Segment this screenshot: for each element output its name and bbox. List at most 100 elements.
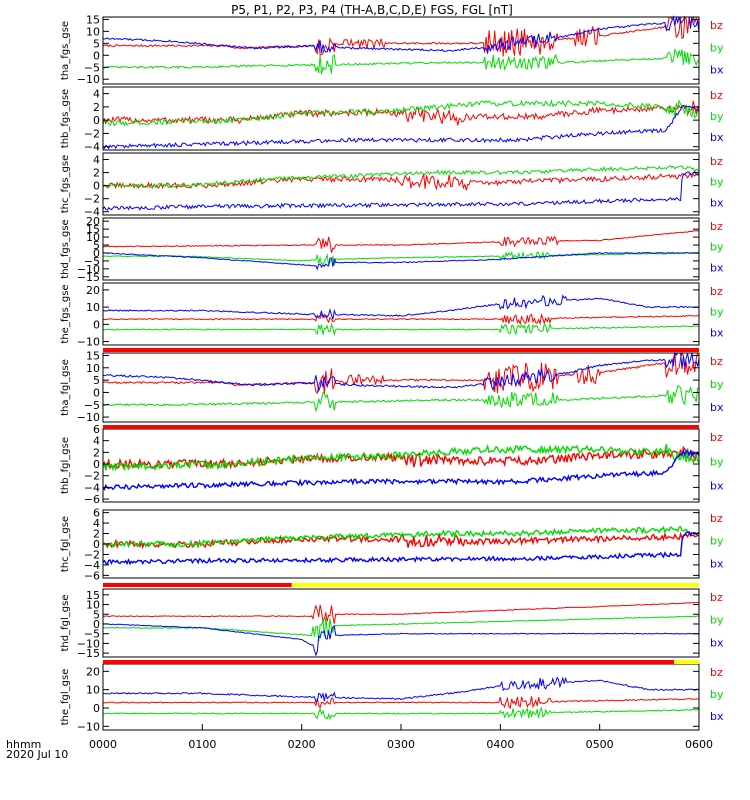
mode-bar <box>103 348 699 352</box>
y-tick-label: −5 <box>84 399 100 412</box>
x-axis-date: 2020 Jul 10 <box>6 748 68 761</box>
y-axis-label: the_fgl_gse <box>60 669 71 726</box>
y-tick-label: 5 <box>93 37 100 50</box>
legend-by: by <box>710 378 724 391</box>
series-bz-line <box>102 15 700 57</box>
x-axis: 0000 0100 0200 0300 0400 0500 0600 <box>89 724 713 751</box>
y-tick-label: −6 <box>84 569 100 582</box>
legend-by: by <box>710 41 724 54</box>
x-tick-label: 0300 <box>387 738 415 751</box>
series-by-line <box>102 47 700 75</box>
legend-bz: bz <box>710 285 723 298</box>
y-tick-label: 0 <box>93 318 100 331</box>
y-tick-label: 0 <box>93 702 100 715</box>
y-tick-label: 4 <box>93 154 100 167</box>
mode-bar-segment-yellow <box>674 660 699 664</box>
panel-frame <box>102 217 700 281</box>
series-bz-line <box>102 312 700 326</box>
y-tick-label: −2 <box>84 127 100 140</box>
panel-frame <box>102 428 700 503</box>
x-tick-label: 0600 <box>685 738 713 751</box>
y-tick-label: −4 <box>84 481 100 494</box>
y-tick-label: 10 <box>86 599 100 612</box>
mode-bar <box>103 660 699 664</box>
panel-frame <box>102 588 700 658</box>
mode-bar-segment-yellow <box>291 583 699 587</box>
legend-bx: bx <box>710 480 724 493</box>
y-tick-label: 0 <box>93 180 100 193</box>
mode-bar <box>103 425 699 429</box>
y-axis-label: tha_fgs_gse <box>60 21 71 80</box>
y-tick-label: −10 <box>77 637 100 650</box>
y-tick-label: 6 <box>93 507 100 520</box>
mode-bar-segment-red <box>103 425 699 429</box>
y-tick-label: −2 <box>84 470 100 483</box>
y-tick-label: 0 <box>93 618 100 631</box>
legend-bz: bz <box>710 19 723 32</box>
series-by-line <box>102 165 700 189</box>
legend-bx: bx <box>710 131 724 144</box>
panel-frame <box>102 16 700 85</box>
series-by-line <box>102 443 700 472</box>
legend-bx: bx <box>710 557 724 570</box>
legend-by: by <box>710 614 724 627</box>
y-tick-label: 4 <box>93 88 100 101</box>
legend-bz: bz <box>710 155 723 168</box>
mode-bar-segment-red <box>103 583 292 587</box>
series-bz-line <box>102 172 700 191</box>
series-bz-line <box>102 445 700 471</box>
x-tick-label: 0000 <box>89 738 117 751</box>
legend-bz: bz <box>710 220 723 233</box>
y-tick-label: −15 <box>77 271 100 284</box>
y-tick-label: 15 <box>86 223 100 236</box>
y-axis-label: thb_fgl_gse <box>60 437 71 494</box>
y-tick-label: 15 <box>86 13 100 26</box>
x-tick-label: 0400 <box>486 738 514 751</box>
y-tick-label: 0 <box>93 458 100 471</box>
legend-bx: bx <box>710 636 724 649</box>
series-bz-line <box>102 696 700 710</box>
y-tick-label: −10 <box>77 411 100 424</box>
series-bx-line <box>103 623 700 657</box>
legend-by: by <box>710 110 724 123</box>
x-tick-label: 0200 <box>288 738 316 751</box>
legend-by: by <box>710 455 724 468</box>
legend-by: by <box>710 306 724 319</box>
legend-bx: bx <box>710 261 724 274</box>
legend-bz: bz <box>710 512 723 525</box>
series-by-line <box>102 706 700 721</box>
y-tick-label: 10 <box>86 362 100 375</box>
mode-bars-group <box>103 348 699 664</box>
y-tick-label: −6 <box>84 493 100 506</box>
panel-frame <box>102 352 700 423</box>
legend-bz: bz <box>710 89 723 102</box>
series-bx-line <box>102 531 700 566</box>
series-bz-line <box>103 229 700 253</box>
legend-bz: bz <box>710 355 723 368</box>
y-tick-label: 10 <box>86 301 100 314</box>
y-tick-label: 15 <box>86 349 100 362</box>
series-bx-line <box>102 351 700 393</box>
series-bx-line <box>102 171 700 211</box>
y-tick-label: 5 <box>93 374 100 387</box>
panel-thc_fgs_gse: 420−2−4 thc_fgs_gse bz by bx <box>60 152 724 219</box>
y-axis-label: thd_fgs_gse <box>60 219 71 278</box>
y-tick-label: −5 <box>84 255 100 268</box>
series-bx-line <box>103 15 700 55</box>
y-tick-label: 20 <box>86 665 100 678</box>
legend-by: by <box>710 176 724 189</box>
y-tick-label: 0 <box>93 386 100 399</box>
y-tick-label: 10 <box>86 684 100 697</box>
series-by-line <box>102 615 700 642</box>
y-axis-label: the_fgs_gse <box>60 284 71 343</box>
legend-bz: bz <box>710 591 723 604</box>
y-tick-label: 20 <box>86 215 100 228</box>
legend-bx: bx <box>710 401 724 414</box>
legend-bx: bx <box>710 64 724 77</box>
mode-bar-segment-red <box>103 660 675 664</box>
series-bx-line <box>102 294 699 320</box>
